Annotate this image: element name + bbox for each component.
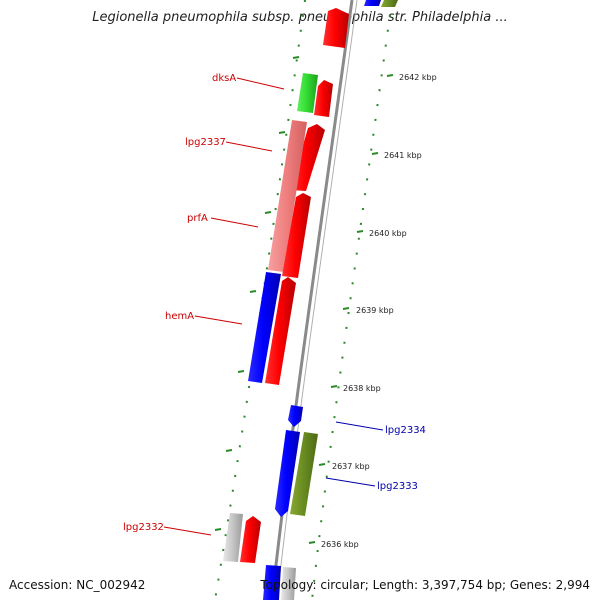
reverse-strand-track xyxy=(263,0,398,600)
gene-label-lpg2337[interactable]: lpg2337 xyxy=(185,137,226,148)
scale-tick-label: 2636 kbp xyxy=(321,540,359,549)
gene-label-dksa[interactable]: dksA xyxy=(212,73,236,84)
gene-label-lpg2332[interactable]: lpg2332 xyxy=(123,522,164,533)
scale-tick-label: 2639 kbp xyxy=(356,306,394,315)
gene-arrow[interactable] xyxy=(265,277,296,385)
scale-ruler-inner xyxy=(214,0,306,600)
gene-label-lpg2334[interactable]: lpg2334 xyxy=(385,425,426,436)
scale-tick-label: 2640 kbp xyxy=(369,229,407,238)
gene-arrow[interactable] xyxy=(248,272,281,383)
scale-ruler-outer xyxy=(311,0,393,600)
scale-tick-label: 2642 kbp xyxy=(399,73,437,82)
gene-label-lpg2333[interactable]: lpg2333 xyxy=(377,481,418,492)
gene-arrow[interactable] xyxy=(263,565,281,600)
gene-arrow[interactable] xyxy=(323,8,349,48)
scale-tick-labels: 2642 kbp 2641 kbp 2640 kbp 2639 kbp 2638… xyxy=(321,73,437,549)
forward-strand-track xyxy=(223,8,349,563)
gene-arrow[interactable] xyxy=(268,120,307,272)
scale-tick-label: 2637 kbp xyxy=(332,462,370,471)
genome-backbone xyxy=(270,0,358,600)
gene-arrow[interactable] xyxy=(381,0,398,7)
gene-arrow[interactable] xyxy=(240,516,261,563)
accession-text: Accession: NC_002942 xyxy=(9,578,146,592)
scale-tick-label: 2638 kbp xyxy=(343,384,381,393)
gene-arrow[interactable] xyxy=(223,513,243,562)
gene-arrow[interactable] xyxy=(290,432,318,516)
scale-major-ticks xyxy=(214,56,394,544)
gene-arrow[interactable] xyxy=(288,405,303,427)
gene-label-hema[interactable]: hemA xyxy=(165,311,194,322)
gene-arrow[interactable] xyxy=(314,80,333,117)
gene-label-leaders xyxy=(163,77,384,536)
gene-label-prfa[interactable]: prfA xyxy=(187,213,208,224)
genome-summary-text: Topology: circular; Length: 3,397,754 bp… xyxy=(260,578,590,592)
gene-arrow[interactable] xyxy=(282,193,311,278)
gene-labels: dksA lpg2337 prfA hemA lpg2334 lpg2333 l… xyxy=(123,73,426,533)
gene-arrow[interactable] xyxy=(364,0,381,6)
scale-tick-label: 2641 kbp xyxy=(384,151,422,160)
gene-arrow[interactable] xyxy=(275,430,300,517)
gene-arrow[interactable] xyxy=(281,567,296,600)
map-title: Legionella pneumophila subsp. pneumophil… xyxy=(92,10,508,25)
gene-arrow[interactable] xyxy=(297,73,318,113)
